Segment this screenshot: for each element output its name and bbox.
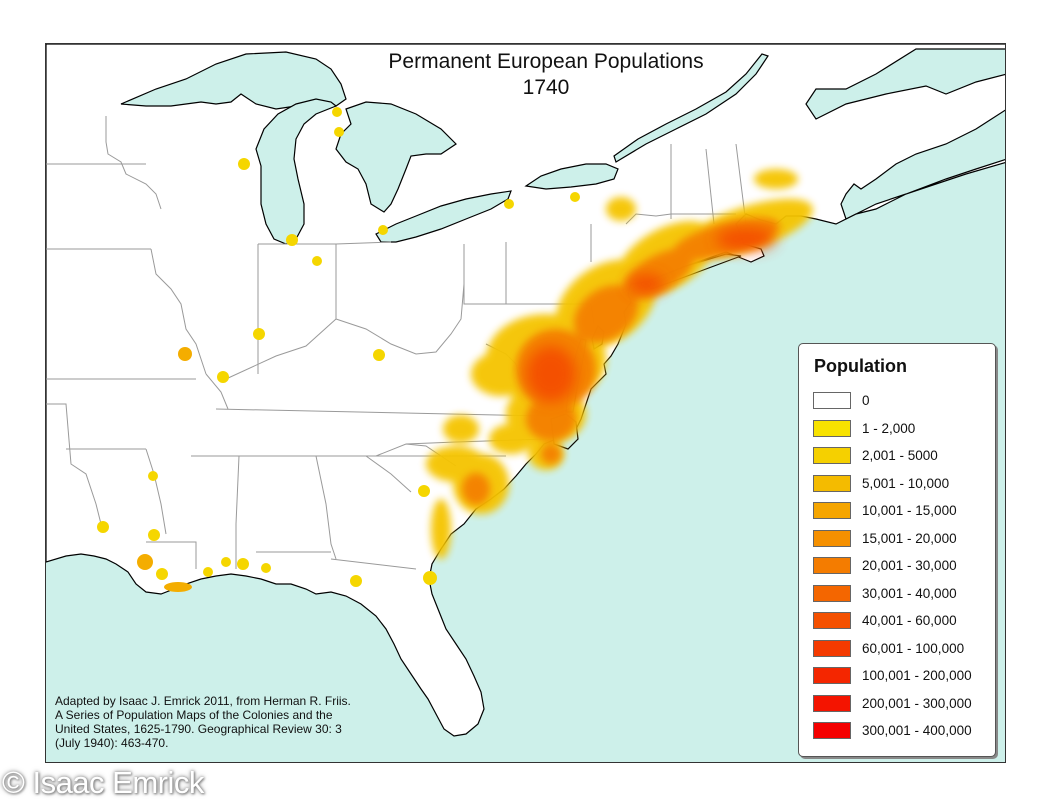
map-canvas [46, 44, 1005, 737]
legend-swatch [813, 584, 851, 602]
source-credit: Adapted by Isaac J. Emrick 2011, from He… [55, 694, 435, 750]
legend-label: 0 [862, 393, 870, 408]
legend-swatch [813, 392, 851, 409]
population-overlay [97, 107, 813, 592]
great-lakes [120, 51, 769, 245]
state-borders [46, 116, 747, 570]
legend-label: 15,001 - 20,000 [862, 530, 957, 546]
legend-label: 40,001 - 60,000 [862, 613, 957, 628]
map-frame: Permanent European Populations 1740 Adap… [45, 43, 1006, 763]
copyright-watermark: © Isaac Emrick [2, 765, 204, 800]
legend-title: Population [814, 356, 907, 376]
legend-swatch [813, 529, 851, 547]
credit-line: United States, 1625-1790. Geographical R… [55, 722, 342, 736]
legend-swatch [813, 557, 851, 574]
legend-swatch [813, 474, 851, 492]
credit-line: Adapted by Isaac J. Emrick 2011, from He… [55, 694, 351, 708]
map-year: 1740 [522, 76, 570, 99]
legend-swatch [813, 694, 851, 712]
legend-swatch [813, 502, 851, 519]
legend-label: 1 - 2,000 [862, 420, 916, 436]
legend-swatch [813, 612, 851, 629]
legend-label: 30,001 - 40,000 [862, 585, 957, 601]
legend-swatch [813, 722, 851, 739]
legend-label: 20,001 - 30,000 [862, 558, 957, 573]
legend-label: 200,001 - 300,000 [862, 695, 972, 711]
legend-label: 60,001 - 100,000 [862, 640, 965, 656]
legend-swatch [813, 639, 851, 657]
legend-swatch [813, 447, 851, 464]
credit-line: A Series of Population Maps of the Colon… [55, 708, 333, 722]
legend-swatch [813, 419, 851, 437]
map-title: Permanent European Populations [388, 50, 704, 73]
legend-label: 5,001 - 10,000 [862, 475, 950, 491]
legend-label: 100,001 - 200,000 [862, 668, 972, 683]
legend-label: 2,001 - 5000 [862, 448, 938, 463]
legend-label: 300,001 - 400,000 [862, 723, 972, 738]
legend-swatch [813, 667, 851, 684]
population-legend: Population 0 1 - 2,000 2,001 - 5000 5,00… [798, 343, 996, 757]
legend-label: 10,001 - 15,000 [862, 503, 957, 518]
credit-line: (July 1940): 463-470. [55, 736, 169, 750]
